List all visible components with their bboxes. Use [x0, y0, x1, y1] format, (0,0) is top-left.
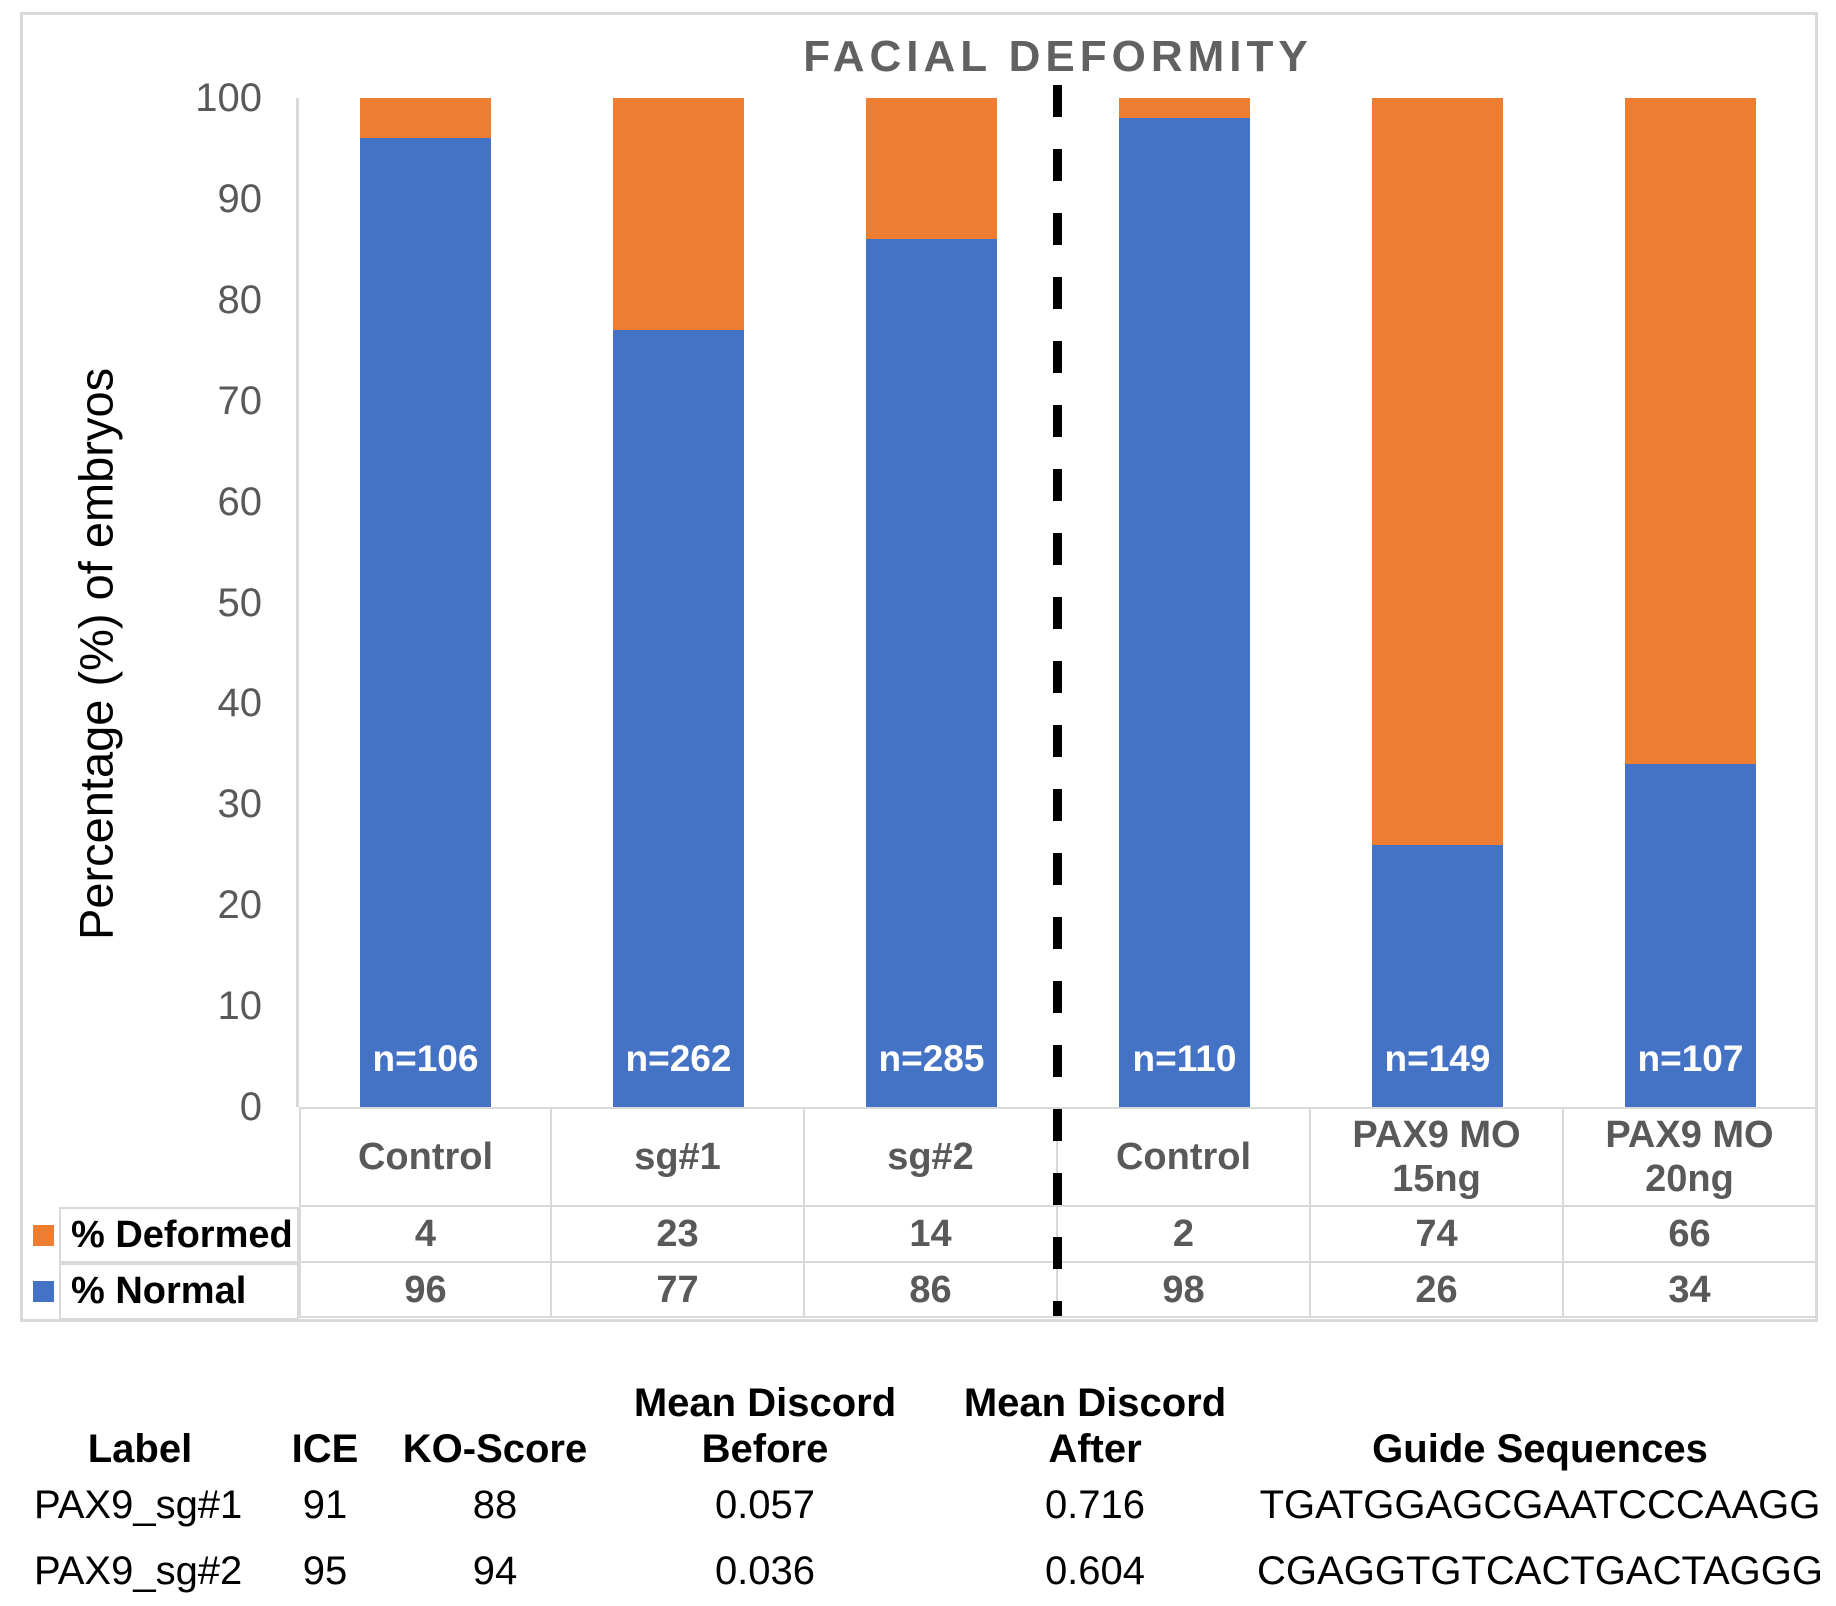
category-label-6: PAX9 MO 20ng — [1564, 1107, 1817, 1207]
bar-count-label: n=262 — [625, 1038, 732, 1079]
category-label-2: sg#1 — [552, 1107, 805, 1207]
bar-segment-normal — [866, 239, 997, 1107]
table-value-normal-3: 86 — [805, 1263, 1058, 1318]
bar-segment-normal — [360, 138, 491, 1107]
bar-segment-normal — [613, 330, 744, 1107]
bar-segment-deformed — [613, 98, 744, 331]
bar-1-control: n=106 — [360, 98, 491, 1107]
summary-header-ice: ICE — [291, 1427, 359, 1471]
bar-5-pax9-mo-15ng: n=149 — [1372, 98, 1503, 1107]
y-axis-title: Percentage (%) of embryos — [69, 367, 123, 941]
summary-cell-row1-col5: 0.716 — [1044, 1482, 1146, 1527]
table-value-normal-1: 96 — [299, 1263, 552, 1318]
summary-cell-row2-col6: CGAGGTGTCACTGACTAGGG — [1257, 1548, 1823, 1593]
bar-segment-deformed — [866, 98, 997, 240]
y-tick-label-80: 80 — [217, 277, 263, 322]
category-label-1: Control — [299, 1107, 552, 1207]
bar-6-pax9-mo-20ng: n=107 — [1625, 98, 1756, 1107]
category-label-5: PAX9 MO 15ng — [1311, 1107, 1564, 1207]
summary-header-ko-score: KO-Score — [402, 1427, 588, 1471]
table-value-normal-5: 26 — [1311, 1263, 1564, 1318]
table-value-normal-4: 98 — [1058, 1263, 1311, 1318]
table-value-deformed-5: 74 — [1311, 1207, 1564, 1263]
bar-segment-normal — [1119, 118, 1250, 1107]
y-tick-label-100: 100 — [195, 76, 262, 120]
table-value-deformed-3: 14 — [805, 1207, 1058, 1263]
summary-cell-row2-col4: 0.036 — [714, 1548, 816, 1593]
table-value-normal-6: 34 — [1564, 1263, 1817, 1318]
chart-title: FACIAL DEFORMITY — [803, 32, 1313, 81]
chart-data-table: Control sg#1 sg#2 Control PAX9 MO 15ng PAX9 MO… — [299, 1107, 1817, 1318]
summary-cell-row1-col6: TGATGGAGCGAATCCCAAGG — [1259, 1482, 1821, 1527]
y-tick-label-20: 20 — [217, 883, 263, 928]
y-tick-label-0: 0 — [239, 1085, 262, 1129]
y-tick-label-70: 70 — [217, 378, 263, 423]
row-label-normal: % Normal — [59, 1263, 299, 1320]
bar-segment-deformed — [1625, 98, 1756, 764]
group-divider-dashed-line — [1053, 85, 1062, 1316]
bar-count-label: n=285 — [878, 1038, 985, 1079]
legend-swatch-normal — [33, 1281, 54, 1302]
y-tick-label-40: 40 — [217, 681, 263, 726]
bar-3-sg-2: n=285 — [866, 98, 997, 1107]
row-label-deformed: % Deformed — [59, 1207, 299, 1263]
y-tick-label-90: 90 — [217, 176, 263, 221]
legend-swatch-deformed — [33, 1224, 54, 1246]
bar-segment-deformed — [1372, 98, 1503, 845]
summary-header-after: Mean Discord After — [963, 1381, 1227, 1471]
summary-cell-row1-col1: PAX9_sg#1 — [34, 1482, 243, 1527]
bar-4-control: n=110 — [1119, 98, 1250, 1107]
bar-count-label: n=110 — [1132, 1038, 1237, 1079]
table-value-deformed-1: 4 — [299, 1207, 552, 1263]
bar-segment-normal — [1372, 844, 1503, 1107]
summary-cell-row1-col2: 91 — [302, 1482, 348, 1527]
summary-header-label: Label — [87, 1427, 193, 1471]
category-label-3: sg#2 — [805, 1107, 1058, 1207]
y-tick-label-60: 60 — [217, 479, 263, 524]
summary-cell-row2-col3: 94 — [472, 1548, 518, 1593]
summary-header-guide-sequences: Guide Sequences — [1372, 1427, 1708, 1471]
bar-count-label: n=106 — [372, 1038, 479, 1079]
table-value-deformed-6: 66 — [1564, 1207, 1817, 1263]
bar-segment-normal — [1625, 763, 1756, 1107]
bar-count-label: n=149 — [1384, 1038, 1491, 1079]
summary-cell-row1-col3: 88 — [472, 1482, 518, 1527]
y-axis-line — [296, 98, 299, 1107]
y-tick-label-10: 10 — [217, 984, 263, 1029]
bar-count-label: n=107 — [1637, 1038, 1744, 1079]
table-value-normal-2: 77 — [552, 1263, 805, 1318]
summary-cell-row2-col5: 0.604 — [1044, 1548, 1146, 1593]
y-tick-label-30: 30 — [217, 782, 263, 827]
y-tick-label-50: 50 — [217, 580, 263, 625]
summary-cell-row2-col1: PAX9_sg#2 — [34, 1548, 243, 1593]
summary-cell-row1-col4: 0.057 — [714, 1482, 816, 1527]
summary-cell-row2-col2: 95 — [302, 1548, 348, 1593]
table-value-deformed-4: 2 — [1058, 1207, 1311, 1263]
bar-segment-deformed — [360, 98, 491, 139]
summary-header-before: Mean Discord Before — [633, 1381, 897, 1471]
bar-segment-deformed — [1119, 98, 1250, 119]
table-value-deformed-2: 23 — [552, 1207, 805, 1263]
bar-2-sg-1: n=262 — [613, 98, 744, 1107]
guide-summary-table: Label ICE KO-Score Mean Discord Before Mean D… — [20, 1376, 1823, 1604]
category-label-4: Control — [1058, 1107, 1311, 1207]
